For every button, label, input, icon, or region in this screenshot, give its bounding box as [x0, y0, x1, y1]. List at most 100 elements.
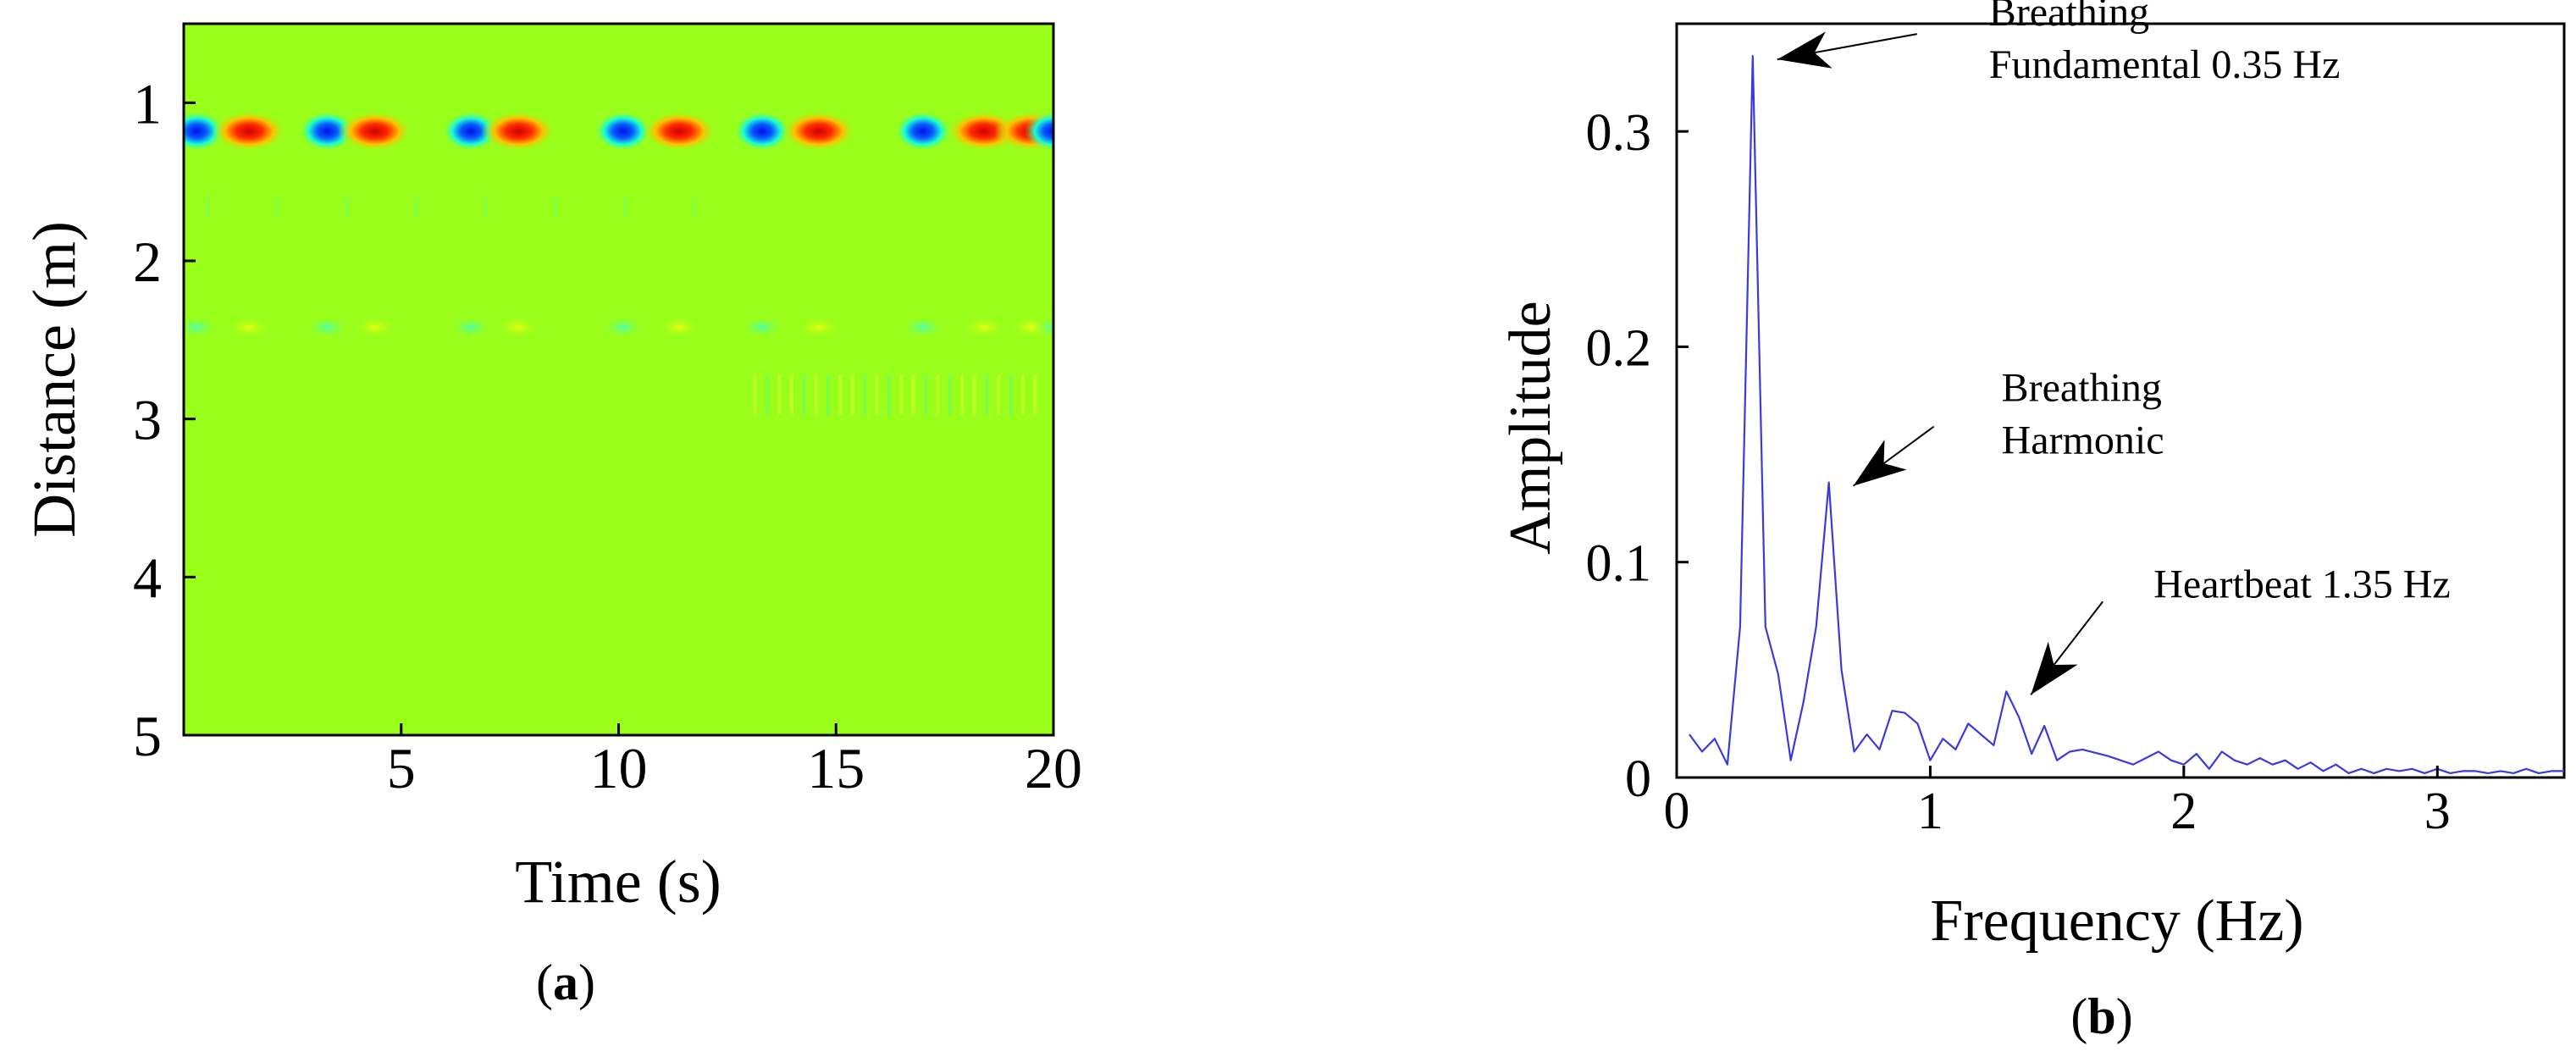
clutter-streak — [875, 374, 879, 416]
clutter-speck — [274, 197, 279, 217]
panel-a-label-letter: a — [553, 955, 578, 1010]
heatmap-red-blob — [212, 110, 287, 152]
clutter-streak — [887, 374, 891, 416]
clutter-streak — [960, 374, 965, 416]
heatmap-blue-blob — [594, 110, 652, 152]
y-tick-label: 3 — [133, 388, 162, 452]
clutter-streak — [766, 374, 770, 416]
panel-b-label-letter: b — [2087, 988, 2115, 1044]
panel-b-label-open: ( — [2070, 988, 2087, 1044]
secondary-reflection-mark — [657, 316, 702, 339]
clutter-streak — [850, 374, 854, 416]
heatmap-blue-blob — [1025, 110, 1053, 152]
y-tick-label: 5 — [133, 704, 162, 768]
clutter-speck — [622, 197, 627, 217]
x-tick-label: 5 — [387, 736, 416, 800]
secondary-reflection-mark — [496, 316, 541, 339]
x-tick-label: 10 — [590, 736, 648, 800]
clutter-streak — [802, 374, 806, 416]
y-tick-label: 2 — [133, 230, 162, 294]
clutter-streak — [911, 374, 915, 416]
heatmap-blobs — [184, 110, 1053, 339]
y-tick-label: 0 — [1625, 750, 1651, 808]
clutter-streak — [923, 374, 927, 416]
x-tick-label: 2 — [2170, 783, 2197, 840]
x-tick-label: 1 — [1917, 783, 1943, 840]
panel-b-label-close: ) — [2116, 988, 2133, 1044]
heatmap-blue-blob — [298, 110, 357, 152]
secondary-reflection-mark — [305, 316, 350, 339]
secondary-reflection-mark — [961, 316, 1006, 339]
clutter-streak — [1021, 374, 1025, 416]
clutter-speck — [205, 197, 210, 217]
panel-b-label: (b) — [2070, 988, 2132, 1044]
y-tick-label: 4 — [133, 545, 162, 610]
y-tick-label: 0.1 — [1586, 535, 1652, 593]
y-tick-label: 1 — [133, 71, 162, 136]
y-tick-label: 0.2 — [1586, 319, 1652, 377]
clutter-streak — [936, 374, 940, 416]
x-tick-label: 20 — [1025, 736, 1082, 800]
clutter-speck — [484, 197, 489, 217]
clutter-streak — [997, 374, 1001, 416]
heatmap-blue-blob — [441, 110, 500, 152]
annotation-arrow-head — [1777, 31, 1832, 69]
clutter-speck — [414, 197, 419, 217]
secondary-reflection-mark — [1031, 316, 1053, 339]
x-tick-label: 0 — [1664, 783, 1690, 840]
annotation-label: Breathing — [2002, 366, 2162, 411]
clutter-streak — [838, 374, 843, 416]
heatmap-texture — [205, 197, 1037, 416]
annotation-label: Fundamental 0.35 Hz — [1989, 42, 2341, 87]
x-tick-label: 3 — [2424, 783, 2451, 840]
clutter-streak — [899, 374, 904, 416]
spectrum-series-line — [1689, 54, 2564, 775]
heatmap-red-blob — [642, 110, 717, 152]
secondary-reflection-mark — [739, 316, 784, 339]
heatmap-y-axis-label: Distance (m) — [20, 221, 88, 538]
clutter-speck — [344, 197, 349, 217]
clutter-streak — [789, 374, 793, 416]
secondary-reflection-mark — [227, 316, 272, 339]
heatmap-ticks: 5 10 15 20 1 2 3 4 5 — [133, 71, 1082, 800]
spectrum-x-axis-label: Frequency (Hz) — [1930, 888, 2303, 954]
clutter-speck — [553, 197, 558, 217]
heatmap-blue-blob — [184, 110, 226, 152]
heatmap-x-axis-label: Time (s) — [515, 848, 721, 916]
panel-a-label-close: ) — [578, 955, 595, 1010]
secondary-reflection-mark — [184, 316, 219, 339]
x-tick-label: 15 — [807, 736, 865, 800]
annotation-label: Breathing — [1989, 0, 2149, 35]
heatmap-blue-blob — [732, 110, 791, 152]
panel-a-label: (a) — [536, 955, 595, 1010]
secondary-reflection-mark — [448, 316, 493, 339]
spectrum-panel: 0 1 2 3 0 0.1 0.2 0.3 Breathing Fundamental 0.35… — [1498, 0, 2566, 1044]
clutter-speck — [692, 197, 697, 217]
heatmap-blue-blob — [893, 110, 952, 152]
clutter-streak — [863, 374, 867, 416]
clutter-streak — [753, 374, 757, 416]
clutter-streak — [1033, 374, 1037, 416]
clutter-streak — [948, 374, 952, 416]
clutter-streak — [777, 374, 782, 416]
clutter-streak — [1009, 374, 1013, 416]
heatmap-red-blob — [337, 110, 412, 152]
secondary-reflection-mark — [600, 316, 645, 339]
panel-a-label-open: ( — [536, 955, 553, 1010]
secondary-reflection-mark — [352, 316, 397, 339]
heatmap-red-blob — [781, 110, 856, 152]
spectrum-y-axis-label: Amplitude — [1498, 301, 1563, 554]
y-tick-label: 0.3 — [1586, 104, 1652, 162]
clutter-streak — [972, 374, 976, 416]
heatmap-panel: 5 10 15 20 1 2 3 4 5 Time (s) Distance (m) (a) — [20, 22, 1082, 1010]
annotation-arrow-head — [1853, 440, 1907, 486]
spectrum-plot-area — [1675, 22, 2566, 779]
heatmap-red-blob — [481, 110, 556, 152]
spectrum-annotations: Breathing Fundamental 0.35 Hz Breathing Har… — [1777, 0, 2451, 695]
secondary-reflection-mark — [796, 316, 841, 339]
annotation-label: Heartbeat 1.35 Hz — [2153, 562, 2451, 606]
annotation-arrow-head — [2031, 641, 2078, 695]
clutter-streak — [984, 374, 988, 416]
clutter-streak — [814, 374, 818, 416]
